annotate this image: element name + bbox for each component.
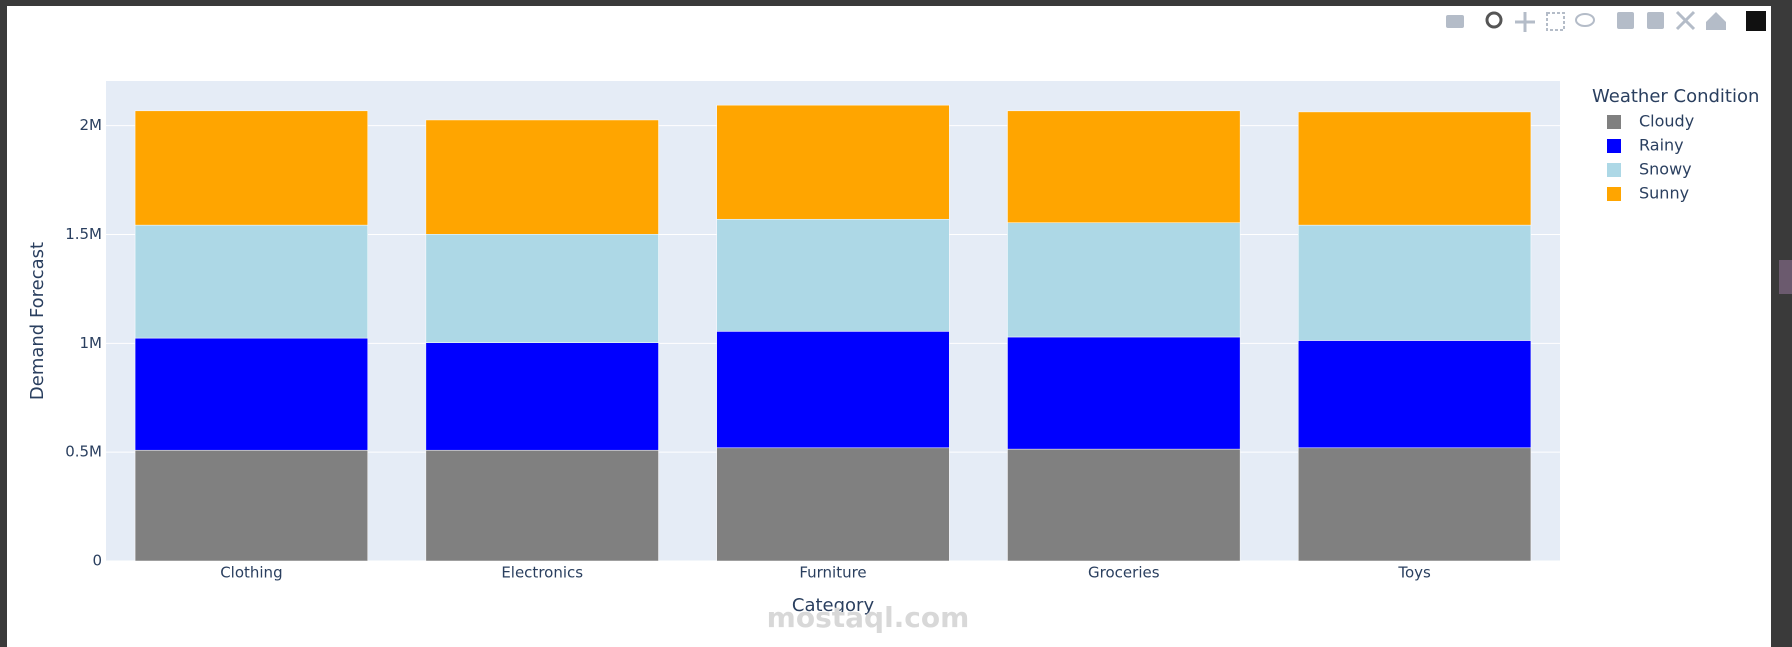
camera-icon[interactable] bbox=[1446, 15, 1464, 28]
modebar bbox=[1446, 10, 1766, 32]
legend-label[interactable]: Cloudy bbox=[1639, 112, 1694, 131]
bar-segment bbox=[1007, 110, 1241, 223]
bar-segment bbox=[134, 337, 368, 451]
y-tick-label: 0 bbox=[92, 552, 102, 570]
bar-segment bbox=[716, 447, 950, 562]
legend-label[interactable]: Sunny bbox=[1639, 184, 1689, 203]
legend-swatch bbox=[1607, 163, 1621, 177]
zoom-icon[interactable] bbox=[1485, 11, 1503, 29]
bar-segment bbox=[1298, 447, 1532, 562]
legend-label[interactable]: Rainy bbox=[1639, 136, 1684, 155]
zoom-out-icon[interactable] bbox=[1647, 12, 1664, 29]
bar-segment bbox=[1007, 448, 1241, 562]
y-tick-label: 0.5M bbox=[65, 443, 102, 461]
y-tick-label: 1M bbox=[80, 334, 103, 352]
legend-swatch bbox=[1607, 115, 1621, 129]
bar-segment bbox=[1298, 111, 1532, 226]
watermark: mostaql.com bbox=[767, 601, 970, 634]
autoscale-icon[interactable] bbox=[1675, 10, 1696, 31]
bar-segment bbox=[425, 234, 659, 343]
y-tick-label: 1.5M bbox=[65, 225, 102, 243]
zoom-in-icon[interactable] bbox=[1617, 12, 1634, 29]
bar-segment bbox=[134, 224, 368, 339]
plotly-logo[interactable] bbox=[1746, 11, 1766, 31]
lasso-icon[interactable] bbox=[1575, 13, 1595, 27]
home-icon[interactable] bbox=[1706, 12, 1726, 30]
legend-label[interactable]: Snowy bbox=[1639, 160, 1692, 179]
x-tick-label: Clothing bbox=[220, 564, 282, 582]
scrollbar-area bbox=[1771, 0, 1792, 647]
x-tick-label: Electronics bbox=[501, 564, 583, 582]
x-axis-title: Category bbox=[792, 595, 875, 616]
bar-segment bbox=[1007, 222, 1241, 338]
bar-segment bbox=[134, 110, 368, 226]
bar-segment bbox=[134, 449, 368, 562]
x-tick-label: Toys bbox=[1397, 564, 1431, 582]
legend-title: Weather Condition bbox=[1592, 86, 1759, 107]
bar-segment bbox=[716, 331, 950, 449]
legend-swatch bbox=[1607, 187, 1621, 201]
y-tick-label: 2M bbox=[80, 116, 103, 134]
bar-segment bbox=[425, 342, 659, 451]
bar-segment bbox=[716, 104, 950, 220]
bar-segment bbox=[425, 449, 659, 562]
bar-segment bbox=[425, 119, 659, 235]
x-tick-label: Groceries bbox=[1088, 564, 1160, 582]
y-axis-title: Demand Forecast bbox=[27, 242, 48, 400]
bar-segment bbox=[1007, 336, 1241, 450]
x-tick-label: Furniture bbox=[799, 564, 866, 582]
scroll-handle[interactable] bbox=[1779, 260, 1792, 294]
pan-icon[interactable] bbox=[1515, 12, 1535, 32]
bar-segment bbox=[1298, 224, 1532, 341]
legend-swatch bbox=[1607, 139, 1621, 153]
select-icon[interactable] bbox=[1546, 12, 1565, 31]
bar-segment bbox=[1298, 340, 1532, 449]
bars bbox=[134, 104, 1532, 562]
bar-segment bbox=[716, 218, 950, 332]
